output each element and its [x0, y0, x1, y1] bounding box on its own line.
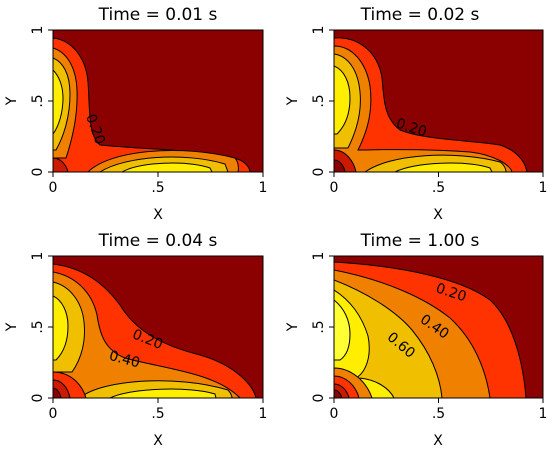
panel-4: Time = 1.00 s 0 .5 1 0 .5 [285, 231, 547, 449]
contour-band [120, 162, 213, 172]
x-tick-label: 1 [259, 180, 268, 196]
panel-1-x-ticks: 0 .5 1 [49, 172, 268, 196]
contour-band [334, 37, 528, 172]
contour-band [53, 157, 69, 172]
contour-band [394, 162, 493, 172]
panel-2: Time = 0.02 s 0 .5 1 0 .5 1 [285, 5, 547, 223]
x-tick-label: 1 [539, 406, 548, 422]
contour-band [334, 389, 343, 398]
y-axis-label: Y [4, 96, 20, 106]
contour-band [334, 299, 351, 361]
x-axis-label: X [153, 207, 163, 223]
y-axis-label: Y [4, 322, 20, 332]
y-tick-label: 0 [30, 168, 46, 177]
x-tick-label: .5 [151, 180, 164, 196]
panel-2-title: Time = 0.02 s [360, 5, 480, 25]
contour-band [334, 159, 346, 172]
x-tick-label: 1 [259, 406, 268, 422]
x-axis-label: X [433, 433, 443, 449]
x-tick-label: 0 [49, 406, 58, 422]
x-axis-label: X [433, 207, 443, 223]
y-axis-label: Y [285, 322, 301, 332]
contour-band [53, 387, 62, 398]
panel-3-y-ticks: 0 .5 1 [30, 252, 53, 403]
panel-4-x-ticks: 0 .5 1 [330, 398, 548, 422]
y-tick-label: 0 [311, 168, 327, 177]
panel-2-y-ticks: 0 .5 1 [311, 26, 334, 177]
y-tick-label: 1 [30, 252, 46, 261]
y-tick-label: .5 [311, 94, 327, 107]
y-tick-label: 1 [311, 26, 327, 35]
x-tick-label: 0 [330, 406, 339, 422]
contour-band [334, 45, 513, 172]
contour-band [109, 388, 217, 398]
contour-band [53, 69, 64, 135]
panel-4-contours [334, 256, 543, 398]
x-tick-label: .5 [432, 180, 445, 196]
panel-1-title: Time = 0.01 s [98, 5, 218, 25]
panel-3-contours [53, 256, 263, 398]
y-tick-label: .5 [30, 320, 46, 333]
panel-1: Time = 0.01 s 0 .5 1 0 .5 1 [4, 5, 267, 223]
y-tick-label: 1 [30, 26, 46, 35]
panel-2-x-ticks: 0 .5 1 [330, 172, 548, 196]
x-tick-label: .5 [432, 406, 445, 422]
y-tick-label: 0 [311, 394, 327, 403]
panel-1-contours [53, 30, 263, 172]
panel-2-contours [334, 30, 543, 172]
x-axis-label: X [153, 433, 163, 449]
y-tick-label: 1 [311, 252, 327, 261]
x-tick-label: 0 [330, 180, 339, 196]
panel-4-y-ticks: 0 .5 1 [311, 252, 334, 403]
contour-band [334, 65, 351, 135]
y-axis-label: Y [285, 96, 301, 106]
x-tick-label: 0 [49, 180, 58, 196]
y-tick-label: .5 [30, 94, 46, 107]
contour-label: 0.40 [107, 348, 141, 372]
contour-band [53, 271, 241, 398]
panel-3-x-ticks: 0 .5 1 [49, 398, 268, 422]
panel-4-title: Time = 1.00 s [360, 231, 480, 251]
panel-1-y-ticks: 0 .5 1 [30, 26, 53, 177]
contour-band [53, 295, 69, 361]
x-tick-label: 1 [539, 180, 548, 196]
y-tick-label: .5 [311, 320, 327, 333]
panel-3: Time = 0.04 s 0 .5 1 0 .5 [4, 231, 267, 449]
y-tick-label: 0 [30, 394, 46, 403]
panel-3-title: Time = 0.04 s [98, 231, 218, 251]
x-tick-label: .5 [151, 406, 164, 422]
